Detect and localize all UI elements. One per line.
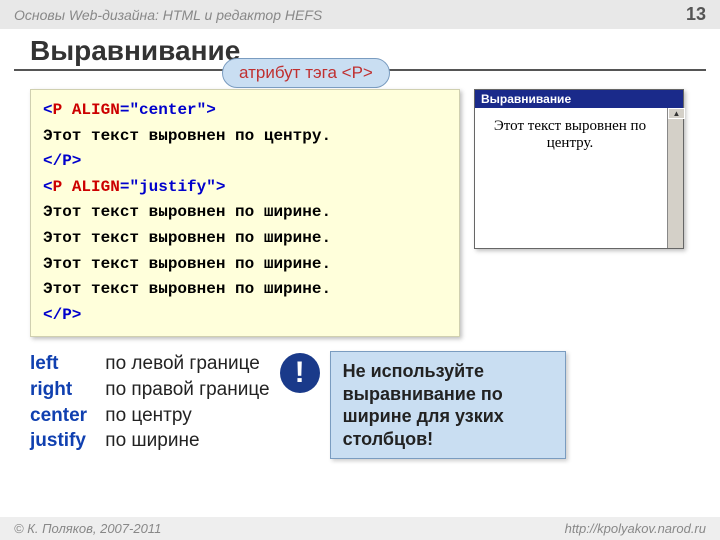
code-line: <P ALIGN="justify"> bbox=[43, 175, 447, 201]
preview-content: Этот текст выровнен по центру. bbox=[475, 108, 683, 162]
align-key: left bbox=[30, 351, 100, 377]
code-line: </P> bbox=[43, 149, 447, 175]
align-desc: по левой границе bbox=[105, 353, 260, 374]
footer-bar: © К. Поляков, 2007-2011 http://kpolyakov… bbox=[0, 517, 720, 540]
align-key: right bbox=[30, 377, 100, 403]
align-value-row: right по правой границе bbox=[30, 377, 270, 403]
preview-titlebar: Выравнивание bbox=[475, 90, 683, 108]
lower-row: left по левой границе right по правой гр… bbox=[0, 337, 720, 459]
warning-box: Не используйте выравнивание по ширине дл… bbox=[330, 351, 566, 459]
align-desc: по ширине bbox=[105, 430, 199, 451]
header-bar: Основы Web-дизайна: HTML и редактор HEFS… bbox=[0, 0, 720, 29]
align-value-row: left по левой границе bbox=[30, 351, 270, 377]
align-value-row: justify по ширине bbox=[30, 428, 270, 454]
code-line: Этот текст выровнен по ширине. bbox=[43, 277, 447, 303]
callout-attribute: атрибут тэга <P> bbox=[222, 58, 390, 88]
align-key: center bbox=[30, 403, 100, 429]
align-values-list: left по левой границе right по правой гр… bbox=[30, 351, 270, 454]
page-number: 13 bbox=[686, 4, 706, 25]
align-desc: по правой границе bbox=[105, 379, 269, 400]
code-line: <P ALIGN="center"> bbox=[43, 98, 447, 124]
footer-url: http://kpolyakov.narod.ru bbox=[565, 521, 706, 536]
code-line: Этот текст выровнен по ширине. bbox=[43, 226, 447, 252]
scrollbar[interactable] bbox=[667, 108, 683, 248]
footer-copyright: © К. Поляков, 2007-2011 bbox=[14, 521, 161, 536]
code-line: </P> bbox=[43, 303, 447, 329]
warning-icon: ! bbox=[280, 353, 320, 393]
main-row: <P ALIGN="center"> Этот текст выровнен п… bbox=[0, 81, 720, 337]
align-value-row: center по центру bbox=[30, 403, 270, 429]
align-key: justify bbox=[30, 428, 100, 454]
code-line: Этот текст выровнен по ширине. bbox=[43, 200, 447, 226]
code-line: Этот текст выровнен по центру. bbox=[43, 124, 447, 150]
course-title: Основы Web-дизайна: HTML и редактор HEFS bbox=[14, 7, 322, 23]
code-example: <P ALIGN="center"> Этот текст выровнен п… bbox=[30, 89, 460, 337]
align-desc: по центру bbox=[105, 405, 191, 426]
browser-preview: Выравнивание Этот текст выровнен по цент… bbox=[474, 89, 684, 249]
code-line: Этот текст выровнен по ширине. bbox=[43, 252, 447, 278]
